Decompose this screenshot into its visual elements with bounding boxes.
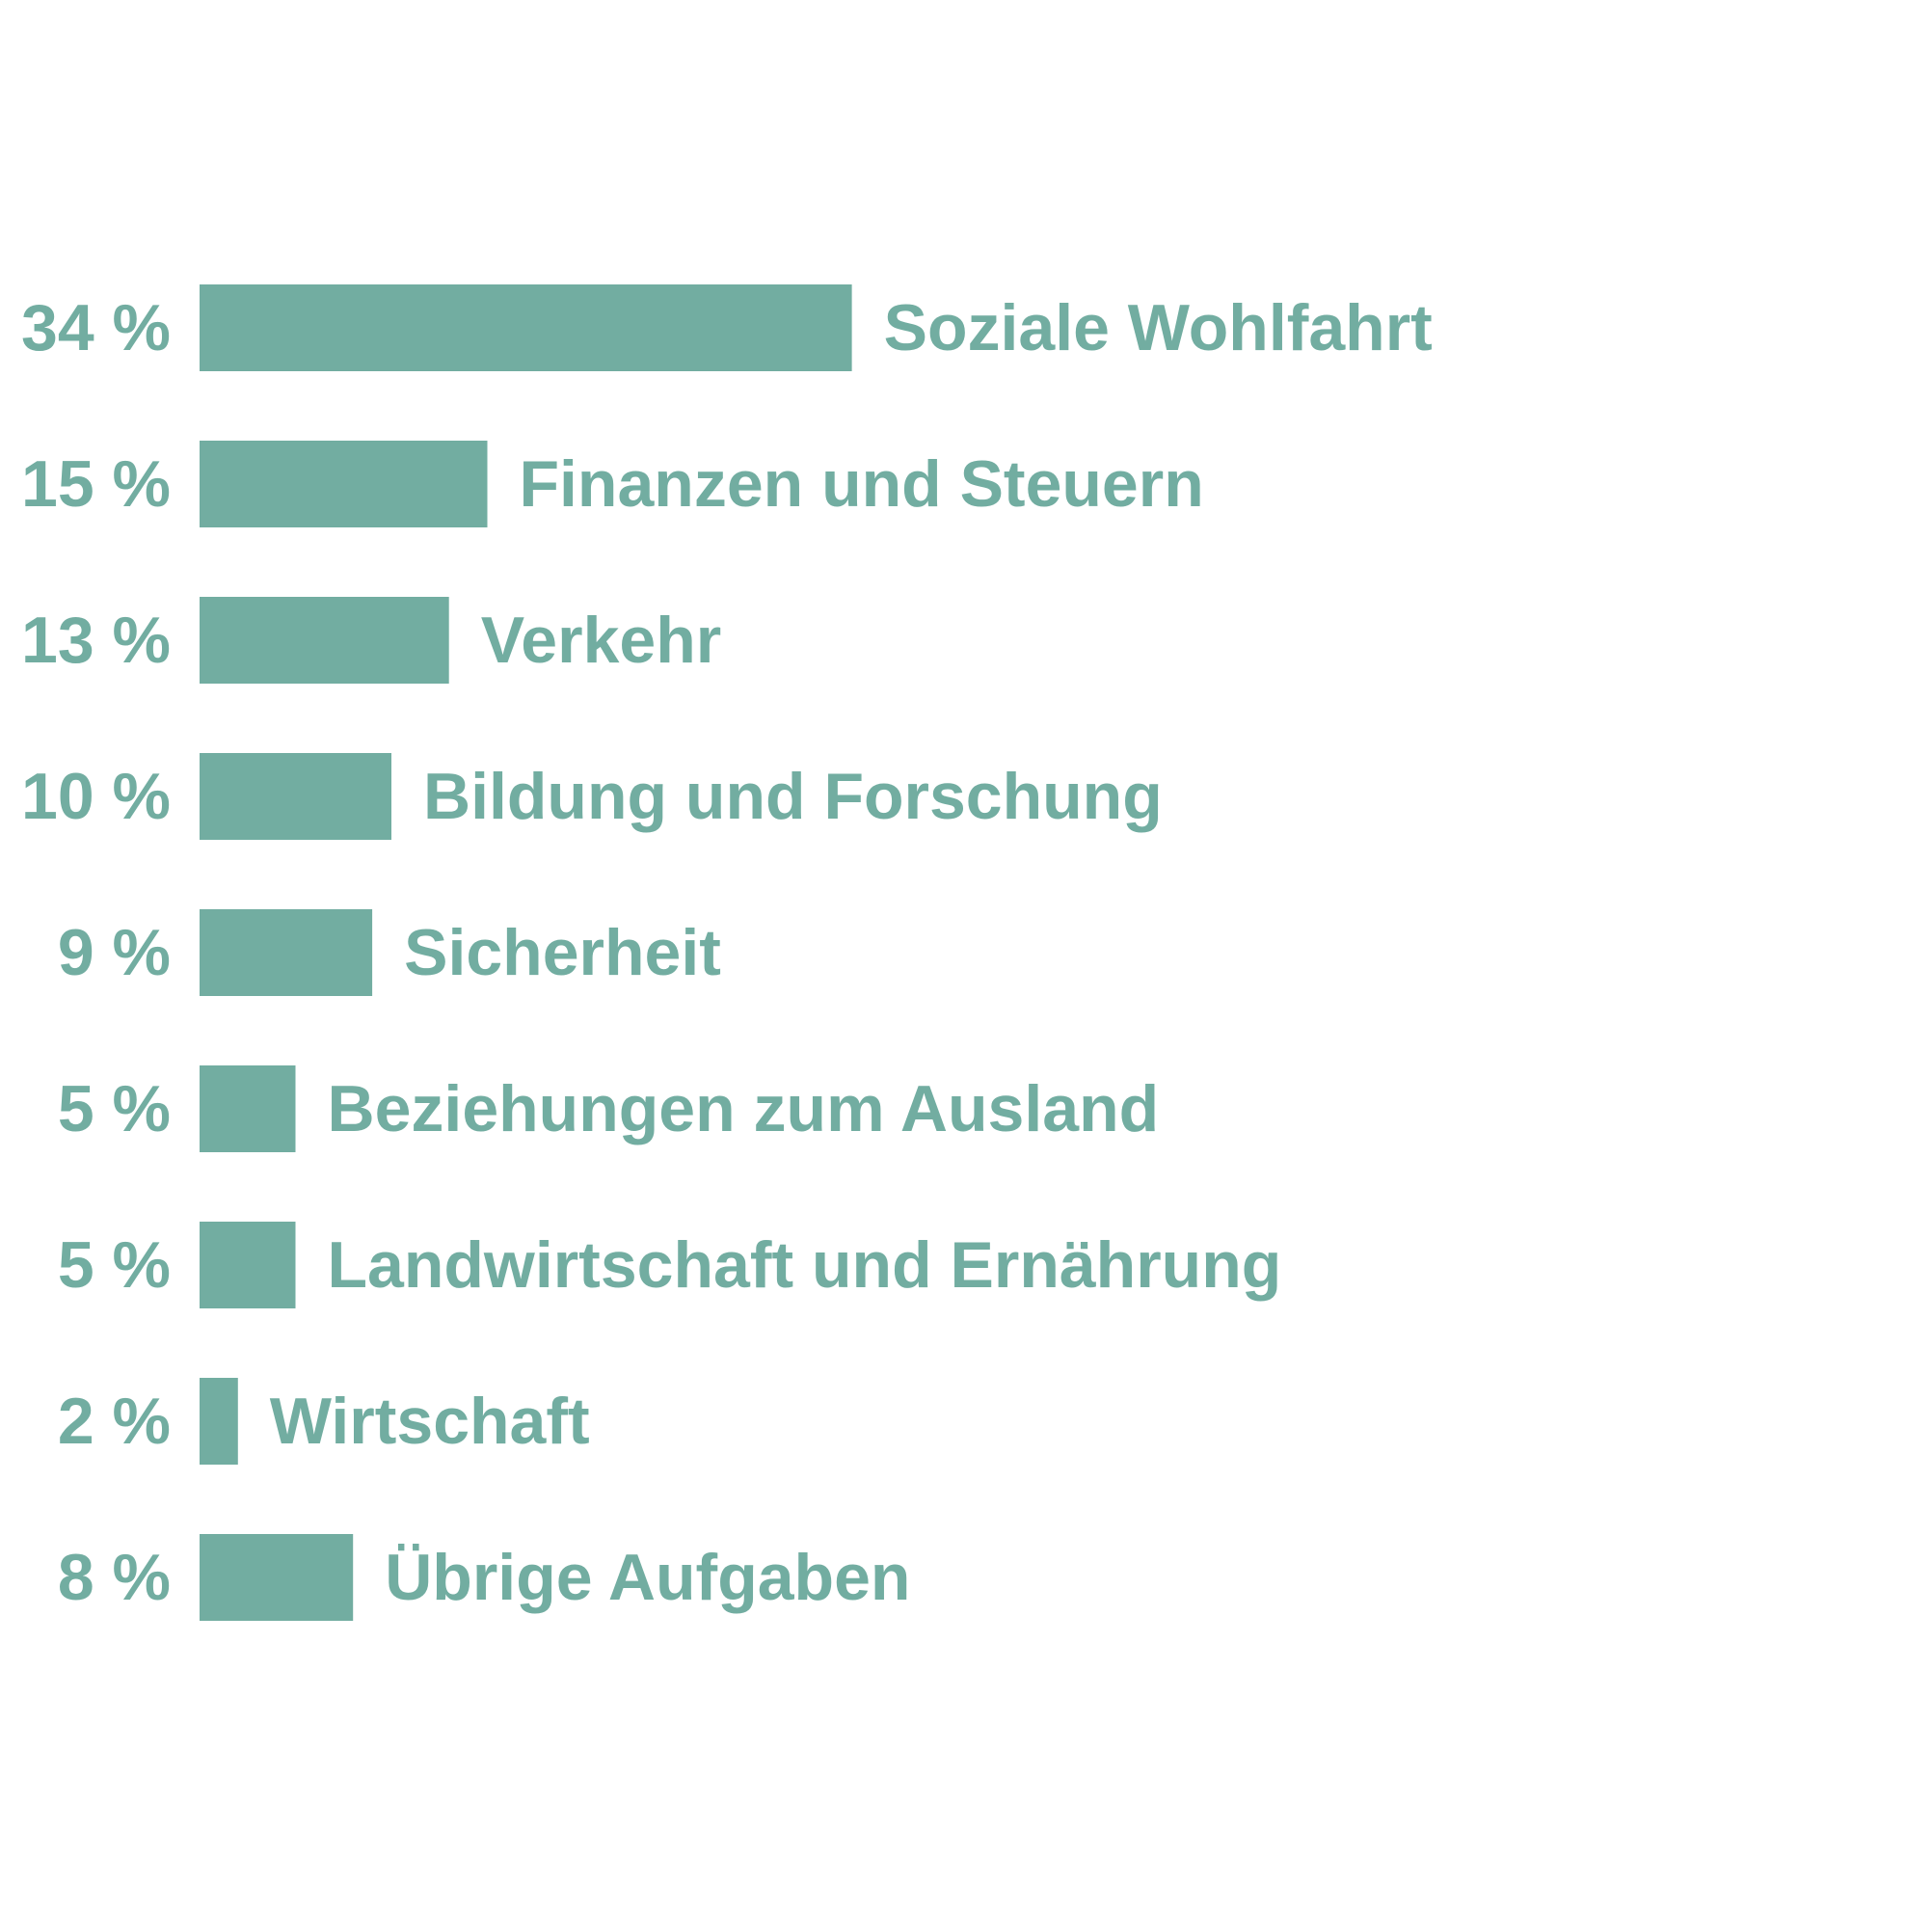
category-label-9: Übrige Aufgaben (385, 1541, 910, 1614)
bar-1 (200, 284, 852, 371)
category-label-1: Soziale Wohlfahrt (884, 291, 1433, 364)
value-label-4: 10 % (21, 760, 171, 833)
value-label-8: 2 % (58, 1385, 171, 1458)
category-label-3: Verkehr (481, 604, 722, 677)
value-label-9: 8 % (58, 1541, 171, 1614)
value-label-2: 15 % (21, 447, 171, 521)
category-label-6: Beziehungen zum Ausland (328, 1072, 1160, 1145)
bar-2 (200, 441, 488, 527)
category-label-8: Wirtschaft (270, 1385, 590, 1458)
category-labels: Soziale Wohlfahrt Finanzen und Steuern Ver… (270, 291, 1433, 1614)
category-label-4: Bildung und Forschung (423, 760, 1163, 833)
value-label-1: 34 % (21, 291, 171, 364)
percentage-labels: 34 % 15 % 13 % 10 % 9 % 5 % 5 % 2 % 8 % (21, 291, 171, 1614)
bar-5 (200, 909, 373, 996)
bar-6 (200, 1065, 296, 1152)
bar-8 (200, 1378, 238, 1465)
category-label-7: Landwirtschaft und Ernährung (328, 1228, 1282, 1302)
value-label-7: 5 % (58, 1228, 171, 1302)
bar-9 (200, 1534, 354, 1621)
value-label-5: 9 % (58, 916, 171, 989)
value-label-3: 13 % (21, 604, 171, 677)
bar-4 (200, 753, 391, 840)
category-label-5: Sicherheit (404, 916, 721, 989)
bar-3 (200, 597, 449, 684)
category-label-2: Finanzen und Steuern (520, 447, 1204, 521)
bar-7 (200, 1222, 296, 1308)
bars-layer (200, 284, 852, 1621)
value-label-6: 5 % (58, 1072, 171, 1145)
